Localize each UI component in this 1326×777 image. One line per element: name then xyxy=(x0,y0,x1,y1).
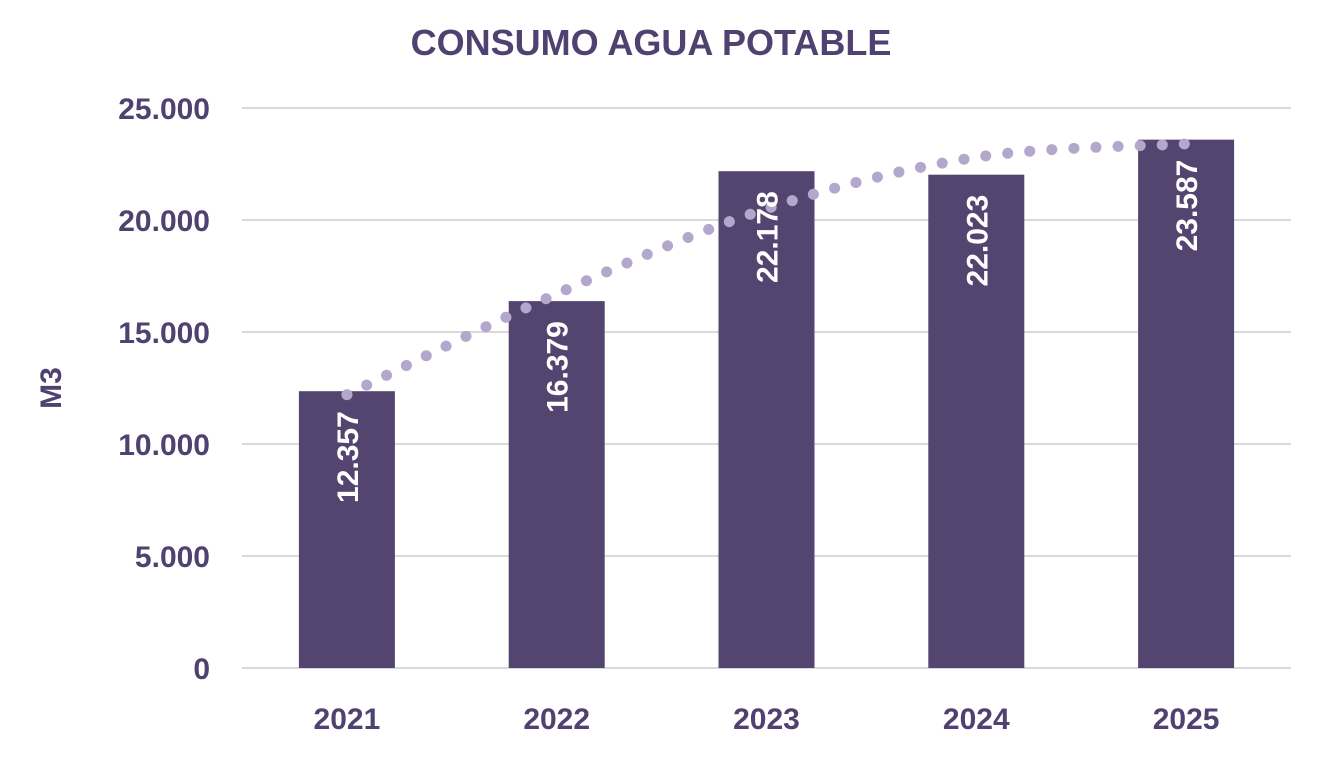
y-tick-label: 0 xyxy=(193,653,210,686)
y-axis-title: M3 xyxy=(35,367,68,409)
y-tick-label: 10.000 xyxy=(118,429,210,462)
bar xyxy=(298,391,395,668)
x-tick-label: 2025 xyxy=(1153,703,1220,736)
x-tick-label: 2021 xyxy=(314,703,381,736)
bars xyxy=(298,139,1235,669)
x-axis-ticks: 2021 2022 2023 2024 2025 xyxy=(314,703,1220,736)
data-label: 22.023 xyxy=(961,195,994,287)
data-label: 23.587 xyxy=(1171,160,1204,252)
data-label: 22.178 xyxy=(752,191,785,283)
x-tick-label: 2023 xyxy=(733,703,800,736)
x-tick-label: 2024 xyxy=(943,703,1010,736)
bar xyxy=(1138,139,1235,669)
bar xyxy=(928,174,1025,668)
bar xyxy=(718,171,815,668)
trendline-path xyxy=(341,138,1192,401)
y-tick-label: 25.000 xyxy=(118,93,210,126)
y-tick-label: 20.000 xyxy=(118,205,210,238)
y-tick-label: 5.000 xyxy=(135,541,210,574)
x-tick-label: 2022 xyxy=(523,703,590,736)
trendline xyxy=(341,138,1192,401)
data-labels: 12.357 16.379 22.178 22.023 23.587 xyxy=(332,160,1204,503)
y-tick-label: 15.000 xyxy=(118,317,210,350)
data-label: 12.357 xyxy=(332,411,365,503)
data-label: 16.379 xyxy=(542,321,575,413)
y-axis-ticks: 0 5.000 10.000 15.000 20.000 25.000 xyxy=(118,93,210,686)
chart-title: CONSUMO AGUA POTABLE xyxy=(411,22,892,63)
bar xyxy=(508,301,605,668)
